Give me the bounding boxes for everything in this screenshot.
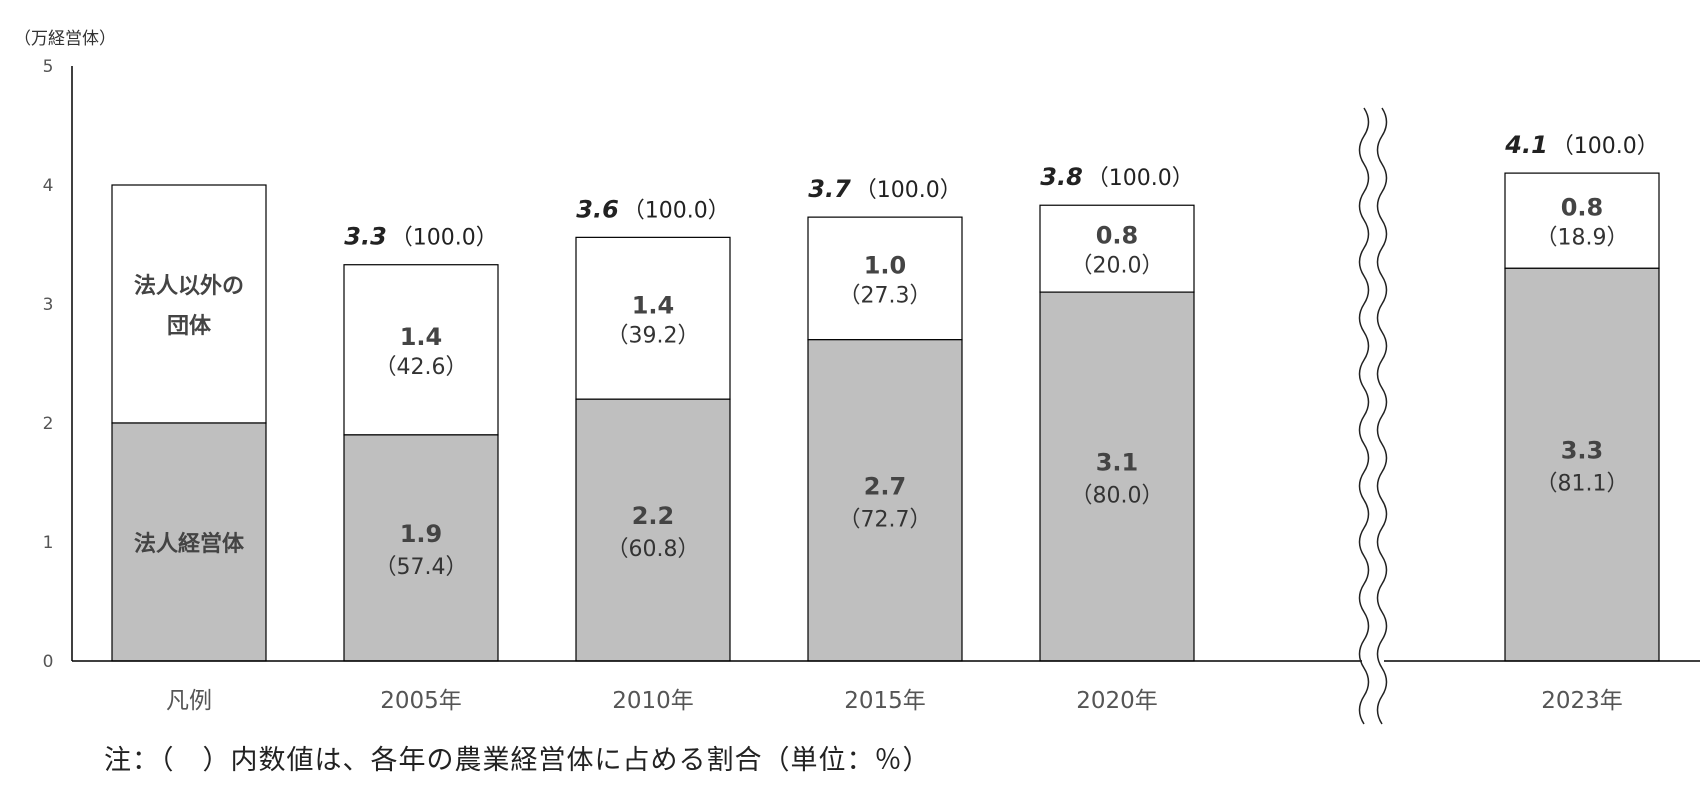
total-pct: （100.0） bbox=[1087, 166, 1194, 191]
x-tick-label: 2015年 bbox=[844, 688, 926, 714]
axis-break-gap bbox=[1362, 100, 1384, 715]
axis-break-icon bbox=[1358, 100, 1388, 725]
data-label-corporate-pct: （72.7） bbox=[839, 507, 932, 532]
data-label-other-value: 1.4 bbox=[400, 323, 443, 351]
data-label-corporate-value: 2.2 bbox=[632, 502, 675, 530]
data-label-corporate-pct: （80.0） bbox=[1071, 484, 1164, 509]
bar-segment-other-2010年 bbox=[575, 236, 731, 400]
data-label-other-pct: （20.0） bbox=[1071, 254, 1164, 279]
data-label-corporate-value: 1.9 bbox=[400, 520, 443, 548]
data-label-other-value: 1.4 bbox=[632, 291, 675, 319]
x-tick-label: 2010年 bbox=[612, 688, 694, 714]
total-value: 3.7 bbox=[808, 175, 851, 203]
data-label-total: 3.3 （100.0） bbox=[344, 223, 498, 251]
bar-segment-other-2005年 bbox=[343, 264, 499, 436]
y-tick-label: 0 bbox=[43, 652, 54, 672]
bar-segment-other-2015年 bbox=[807, 216, 963, 341]
total-value: 3.6 bbox=[576, 195, 619, 223]
data-label-total: 3.8 （100.0） bbox=[1040, 163, 1194, 191]
data-label-total: 3.7 （100.0） bbox=[808, 175, 962, 203]
data-label-other-value: 0.8 bbox=[1561, 194, 1604, 222]
data-label-other-value: 1.0 bbox=[864, 251, 907, 279]
legend-bar-upper-segment bbox=[111, 184, 267, 424]
legend-upper-label-line1: 法人以外の bbox=[134, 273, 244, 299]
legend-lower-label: 法人経営体 bbox=[134, 531, 245, 557]
data-label-corporate-value: 3.1 bbox=[1096, 449, 1139, 477]
data-label-other-pct: （27.3） bbox=[839, 283, 932, 308]
data-label-corporate-value: 3.3 bbox=[1561, 437, 1604, 465]
y-tick-label: 5 bbox=[43, 57, 54, 77]
data-label-corporate-pct: （60.8） bbox=[607, 537, 700, 562]
total-pct: （100.0） bbox=[391, 226, 498, 251]
x-tick-label: 2020年 bbox=[1076, 688, 1158, 714]
total-value: 3.3 bbox=[344, 223, 387, 251]
footnote: 注：（ ）内数値は、各年の農業経営体に占める割合（単位：％） bbox=[104, 745, 931, 776]
total-pct: （100.0） bbox=[855, 178, 962, 203]
data-label-other-pct: （39.2） bbox=[607, 323, 700, 348]
data-label-total: 4.1 （100.0） bbox=[1504, 131, 1659, 159]
y-axis-unit-label: （万経営体） bbox=[14, 29, 116, 49]
total-pct: （100.0） bbox=[1552, 134, 1659, 159]
legend-upper-label-line2: 団体 bbox=[167, 314, 212, 339]
bar-segment-corporate-2023年 bbox=[1504, 267, 1660, 662]
bar-segment-other-2023年 bbox=[1504, 172, 1660, 269]
y-tick-label: 4 bbox=[43, 176, 54, 196]
data-label-other-pct: （18.9） bbox=[1536, 226, 1629, 251]
bar-segment-corporate-2010年 bbox=[575, 398, 731, 662]
legend-bar-lower-segment bbox=[111, 422, 267, 662]
bar-segment-corporate-2005年 bbox=[343, 434, 499, 662]
data-label-corporate-pct: （57.4） bbox=[375, 555, 468, 580]
bar-segment-corporate-2015年 bbox=[807, 339, 963, 662]
y-tick-label: 3 bbox=[43, 295, 54, 315]
total-value: 3.8 bbox=[1040, 163, 1083, 191]
total-value: 4.1 bbox=[1504, 131, 1548, 159]
x-tick-label-legend: 凡例 bbox=[166, 688, 212, 714]
axis-break-line-right bbox=[1376, 107, 1388, 725]
bar-segment-other-2020年 bbox=[1039, 204, 1195, 293]
data-label-other-pct: （42.6） bbox=[375, 355, 468, 380]
axis-break-line-left bbox=[1358, 107, 1370, 725]
x-tick-label: 2005年 bbox=[380, 688, 462, 714]
data-label-corporate-value: 2.7 bbox=[864, 472, 907, 500]
y-tick-label: 1 bbox=[43, 533, 54, 553]
x-tick-label: 2023年 bbox=[1541, 688, 1623, 714]
data-label-other-value: 0.8 bbox=[1096, 222, 1139, 250]
total-pct: （100.0） bbox=[623, 198, 730, 223]
y-tick-label: 2 bbox=[43, 414, 54, 434]
data-label-corporate-pct: （81.1） bbox=[1536, 472, 1629, 497]
data-label-total: 3.6 （100.0） bbox=[576, 195, 730, 223]
